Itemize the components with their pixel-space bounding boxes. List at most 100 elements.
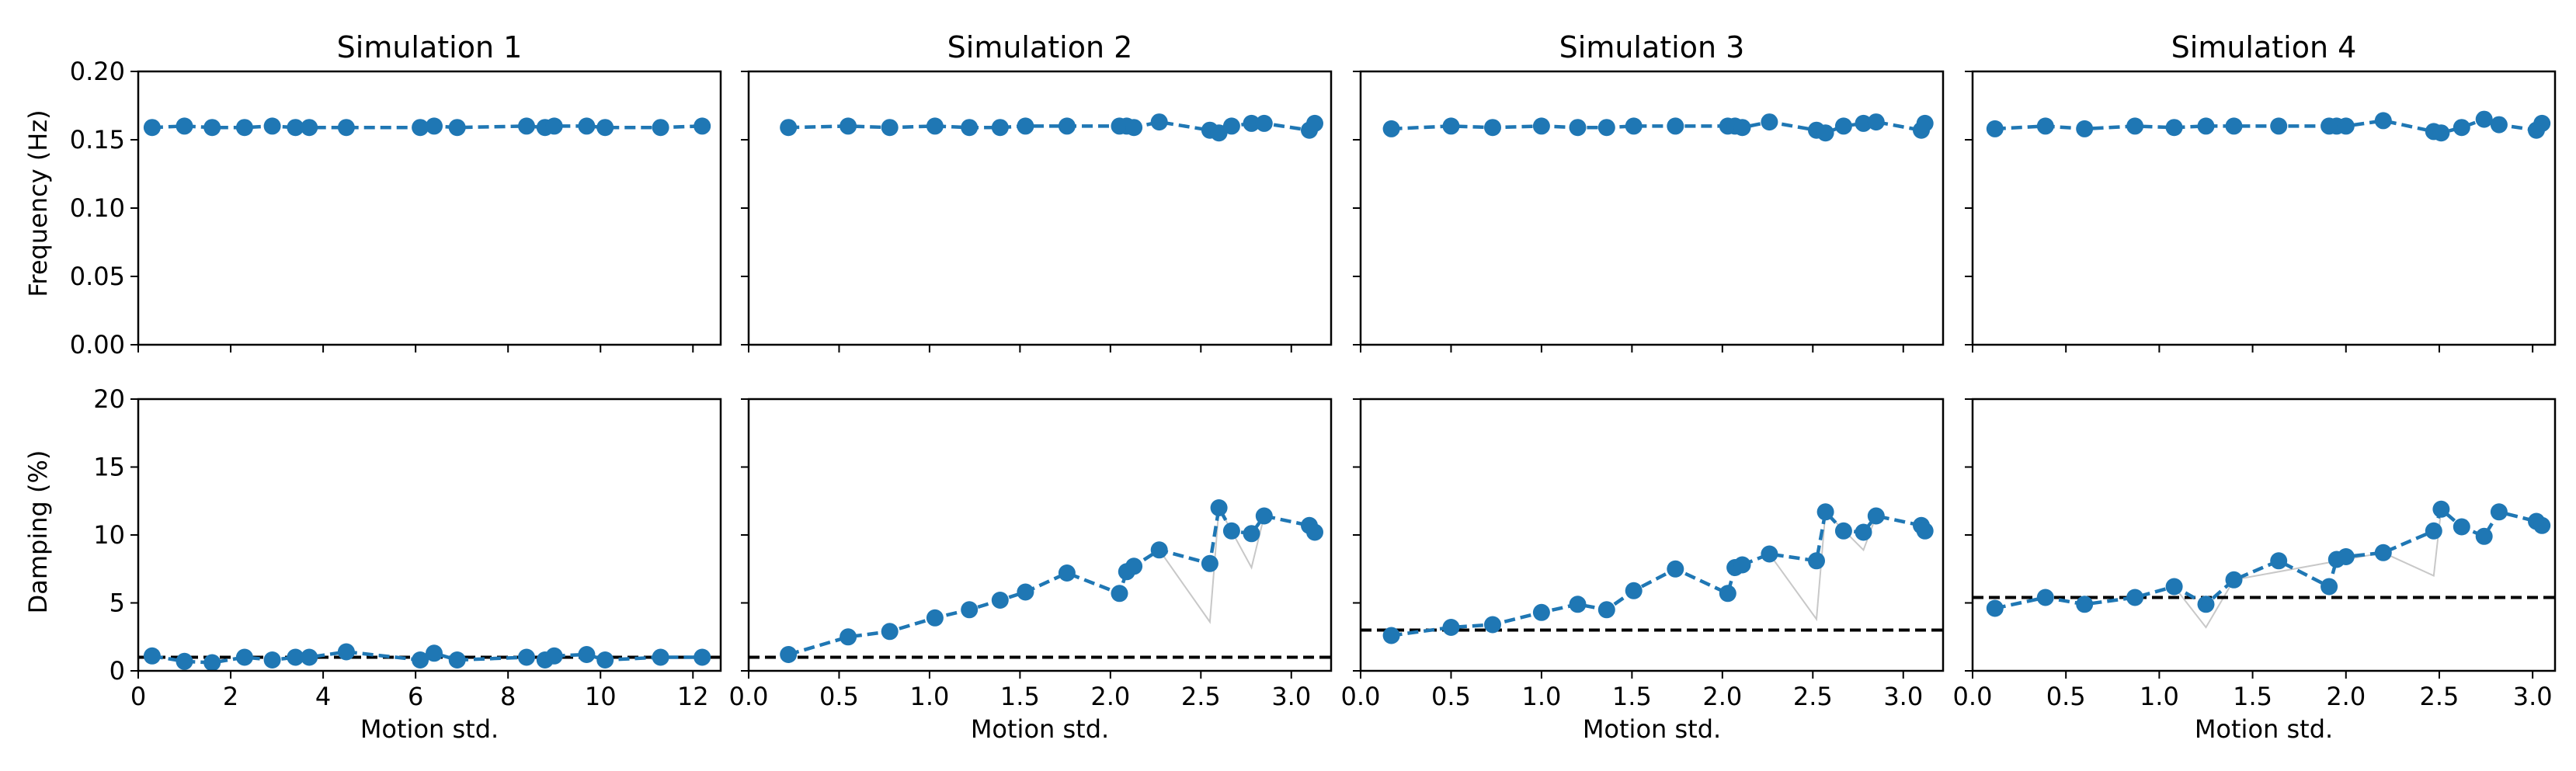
panel-2: Simulation 2 0.0 0.5 1.0 1.5 2.0 2.5 3.0 Motion … [729, 30, 1333, 744]
data-point [1442, 117, 1460, 135]
data-point [1597, 119, 1615, 137]
x-tick-label: 2.5 [2420, 682, 2460, 711]
data-point [176, 117, 193, 135]
panel-title: Simulation 1 [337, 30, 523, 64]
data-point [596, 651, 614, 669]
data-point [2270, 552, 2288, 570]
x-tick-label: 0.0 [1953, 682, 1993, 711]
data-point [2490, 503, 2508, 521]
faint-trace [2173, 509, 2442, 629]
plot-area [1973, 500, 2555, 629]
data-point [2374, 544, 2392, 561]
data-point [2374, 112, 2392, 130]
axes-frame [1359, 398, 1945, 672]
data-point [448, 651, 466, 669]
data-point [1306, 523, 1323, 541]
axes-frame [747, 70, 1333, 346]
data-point [1058, 564, 1076, 582]
data-point [301, 119, 318, 137]
panel-3: Simulation 3 0.0 0.5 1.0 1.5 2.0 2.5 3.0 Motion … [1341, 30, 1945, 744]
data-point [1150, 113, 1168, 131]
data-point [1017, 117, 1034, 135]
x-tick-label: 0.5 [2046, 682, 2086, 711]
data-point [694, 117, 711, 135]
data-point [1484, 616, 1501, 634]
data-point [1761, 113, 1778, 131]
x-tick-label: 12 [677, 682, 709, 711]
data-point [337, 643, 355, 661]
data-point [926, 117, 944, 135]
data-point [235, 119, 253, 137]
data-point [2165, 578, 2183, 596]
x-tick-label: 3.0 [1271, 682, 1311, 711]
data-point [1222, 117, 1240, 135]
y-tick-label: 0.15 [70, 125, 125, 155]
data-point [961, 601, 979, 619]
frequency-axes-3 [1353, 70, 1945, 353]
data-point [652, 119, 669, 137]
data-point [578, 117, 596, 135]
data-point [2165, 119, 2183, 137]
data-point [780, 119, 798, 137]
data-point [1733, 556, 1751, 574]
x-tick-label: 2.5 [1793, 682, 1833, 711]
data-point [2453, 119, 2470, 137]
y-tick-label: 20 [93, 384, 125, 414]
data-point [1667, 117, 1684, 135]
data-point [1255, 114, 1273, 132]
data-point [1532, 603, 1550, 621]
data-point [2475, 527, 2493, 545]
data-point [596, 119, 614, 137]
data-point [1719, 585, 1736, 603]
data-point [1532, 117, 1550, 135]
x-tick-label: 0.5 [1431, 682, 1471, 711]
data-point [518, 648, 535, 666]
data-point [1150, 541, 1168, 559]
data-point [1569, 119, 1587, 137]
y-tick-label: 15 [93, 453, 125, 482]
data-point [2475, 110, 2493, 128]
data-point [1017, 583, 1034, 601]
data-point [1625, 117, 1643, 135]
data-point [235, 648, 253, 666]
axes-frame [1971, 398, 2557, 672]
data-point [2453, 518, 2470, 536]
data-point [2036, 117, 2054, 135]
data-point [1243, 525, 1260, 543]
x-tick-label: 1.5 [1612, 682, 1652, 711]
damping-axes-1: 0 5 10 15 20 0 2 4 6 8 10 12 Motion std. [93, 384, 722, 744]
x-axis-label: Motion std. [971, 714, 1109, 744]
data-point [652, 648, 669, 666]
data-point [1855, 523, 1872, 541]
data-point [412, 119, 429, 137]
panel-title: Simulation 2 [947, 30, 1133, 64]
data-point [1125, 119, 1143, 137]
x-tick-label: 1.0 [909, 682, 949, 711]
data-point [1733, 119, 1751, 137]
data-point [1111, 585, 1128, 603]
y-tick-label: 0 [110, 656, 125, 686]
x-tick-label: 2.0 [1090, 682, 1130, 711]
plot-area [780, 113, 1323, 142]
data-point [1569, 596, 1587, 613]
x-tick-label: 3.0 [2513, 682, 2553, 711]
data-point [1382, 120, 1400, 137]
plot-area [138, 643, 721, 671]
x-tick-label: 6 [408, 682, 423, 711]
damping-ylabel: Damping (%) [23, 450, 53, 614]
data-point [1986, 120, 2004, 137]
data-point [2126, 117, 2144, 135]
data-point [881, 119, 899, 137]
data-point [578, 646, 596, 663]
axes-frame [137, 398, 722, 672]
x-tick-label: 2.0 [2326, 682, 2366, 711]
data-point [1597, 601, 1615, 619]
data-point [412, 651, 429, 669]
axes-frame [1971, 70, 2557, 346]
data-point [203, 654, 221, 671]
data-point [2225, 571, 2243, 589]
x-tick-label: 0.0 [729, 682, 769, 711]
y-tick-label: 0.10 [70, 193, 125, 223]
data-point [176, 652, 193, 670]
data-point [1867, 113, 1885, 131]
